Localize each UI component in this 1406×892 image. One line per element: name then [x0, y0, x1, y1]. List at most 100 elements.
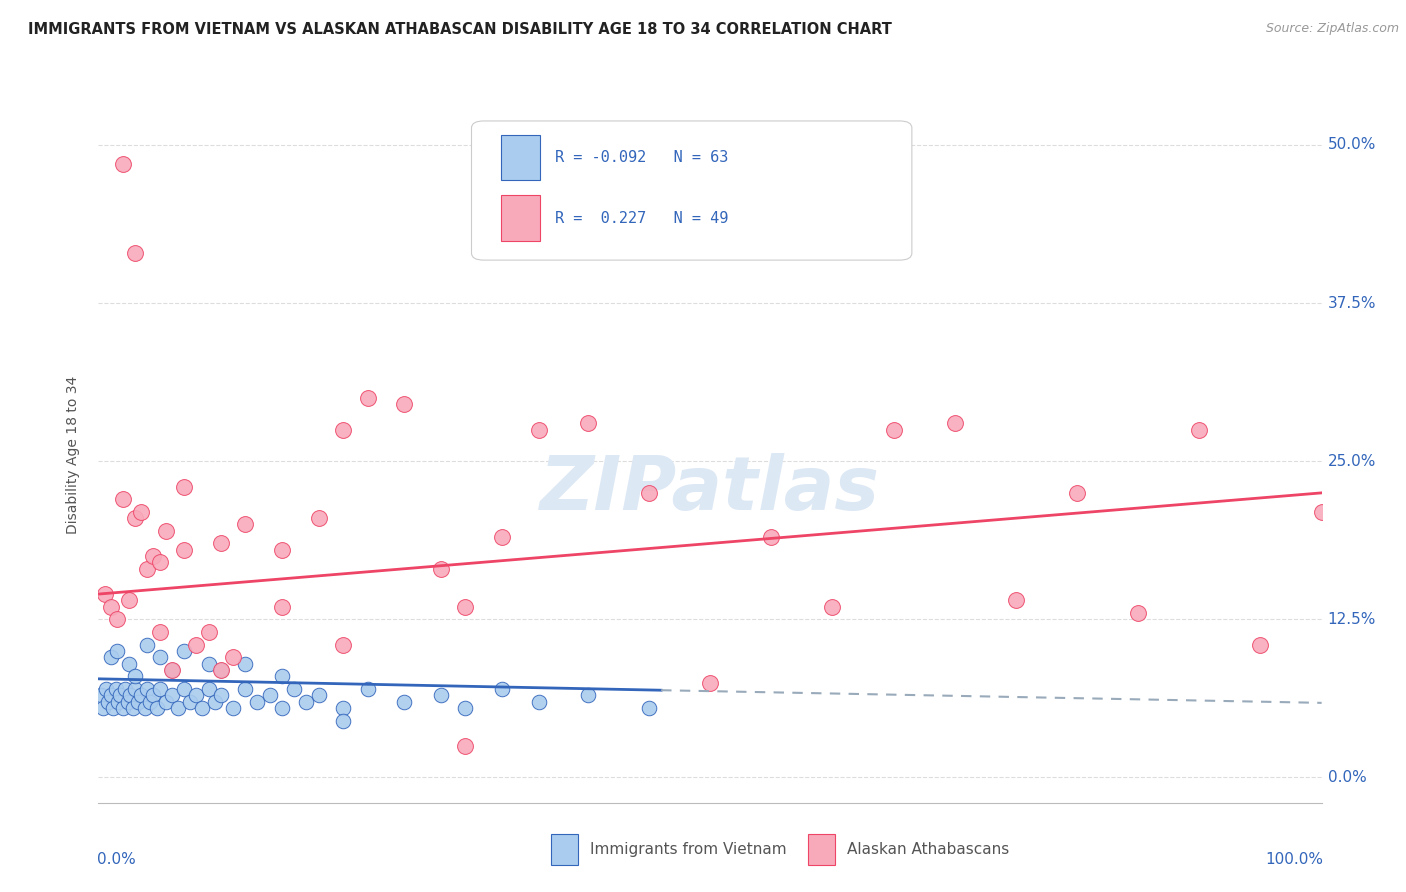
Point: [118, 657, 141, 671]
Point: [149, 556, 172, 570]
Point: [637, 701, 661, 715]
Point: [356, 391, 378, 405]
Point: [97, 695, 120, 709]
Point: [491, 530, 513, 544]
Point: [209, 536, 232, 550]
Point: [699, 675, 721, 690]
Point: [129, 688, 152, 702]
Point: [332, 423, 354, 437]
Point: [118, 593, 141, 607]
FancyBboxPatch shape: [551, 834, 578, 865]
Point: [454, 701, 477, 715]
Point: [100, 688, 122, 702]
Point: [124, 681, 146, 696]
Point: [186, 688, 208, 702]
Point: [430, 688, 453, 702]
Point: [134, 701, 156, 715]
Point: [308, 688, 330, 702]
Point: [124, 669, 146, 683]
Point: [308, 511, 330, 525]
Point: [91, 701, 114, 715]
Point: [104, 681, 127, 696]
Point: [94, 681, 117, 696]
Point: [191, 701, 214, 715]
Point: [883, 423, 905, 437]
Point: [111, 701, 134, 715]
Point: [111, 492, 134, 507]
Point: [149, 681, 172, 696]
Point: [101, 701, 124, 715]
Point: [197, 657, 219, 671]
Point: [233, 657, 256, 671]
Point: [136, 638, 159, 652]
Point: [160, 688, 183, 702]
Point: [1310, 505, 1333, 519]
Text: 100.0%: 100.0%: [1265, 852, 1323, 866]
Point: [332, 701, 354, 715]
Point: [1250, 638, 1272, 652]
Point: [146, 701, 169, 715]
Point: [821, 599, 844, 614]
Point: [270, 669, 294, 683]
Point: [105, 644, 128, 658]
Point: [111, 157, 134, 171]
Point: [576, 688, 599, 702]
Point: [332, 714, 354, 728]
Point: [179, 695, 201, 709]
Point: [430, 562, 453, 576]
Point: [114, 681, 136, 696]
Point: [270, 599, 294, 614]
Text: 50.0%: 50.0%: [1327, 137, 1376, 153]
Text: Immigrants from Vietnam: Immigrants from Vietnam: [591, 842, 787, 857]
Text: ZIPatlas: ZIPatlas: [540, 453, 880, 526]
Point: [576, 417, 599, 431]
Point: [173, 681, 195, 696]
Point: [270, 542, 294, 557]
Point: [527, 423, 550, 437]
Point: [160, 663, 183, 677]
Point: [173, 542, 195, 557]
Point: [233, 517, 256, 532]
Point: [107, 695, 129, 709]
Point: [110, 688, 132, 702]
Point: [100, 599, 122, 614]
Point: [149, 625, 172, 640]
Point: [167, 701, 190, 715]
Point: [246, 695, 269, 709]
Point: [121, 701, 143, 715]
Point: [527, 695, 550, 709]
Point: [117, 695, 139, 709]
Point: [93, 587, 115, 601]
Text: 0.0%: 0.0%: [1327, 770, 1367, 785]
Point: [1128, 606, 1150, 620]
Point: [943, 417, 966, 431]
Point: [1188, 423, 1211, 437]
Point: [105, 612, 128, 626]
Point: [142, 688, 165, 702]
Point: [209, 688, 232, 702]
Point: [197, 625, 219, 640]
Point: [124, 511, 146, 525]
Text: 12.5%: 12.5%: [1327, 612, 1376, 627]
Point: [356, 681, 378, 696]
Text: R =  0.227   N = 49: R = 0.227 N = 49: [555, 211, 728, 226]
Point: [204, 695, 226, 709]
Point: [283, 681, 305, 696]
Point: [270, 701, 294, 715]
Point: [149, 650, 172, 665]
Point: [124, 245, 146, 260]
FancyBboxPatch shape: [471, 121, 912, 260]
Point: [761, 530, 783, 544]
Text: 25.0%: 25.0%: [1327, 454, 1376, 468]
Point: [222, 650, 245, 665]
Point: [259, 688, 281, 702]
Point: [209, 663, 232, 677]
Text: R = -0.092   N = 63: R = -0.092 N = 63: [555, 150, 728, 165]
Point: [100, 650, 122, 665]
Point: [332, 638, 354, 652]
Point: [155, 695, 177, 709]
Point: [186, 638, 208, 652]
FancyBboxPatch shape: [501, 195, 540, 241]
Point: [142, 549, 165, 563]
Point: [155, 524, 177, 538]
